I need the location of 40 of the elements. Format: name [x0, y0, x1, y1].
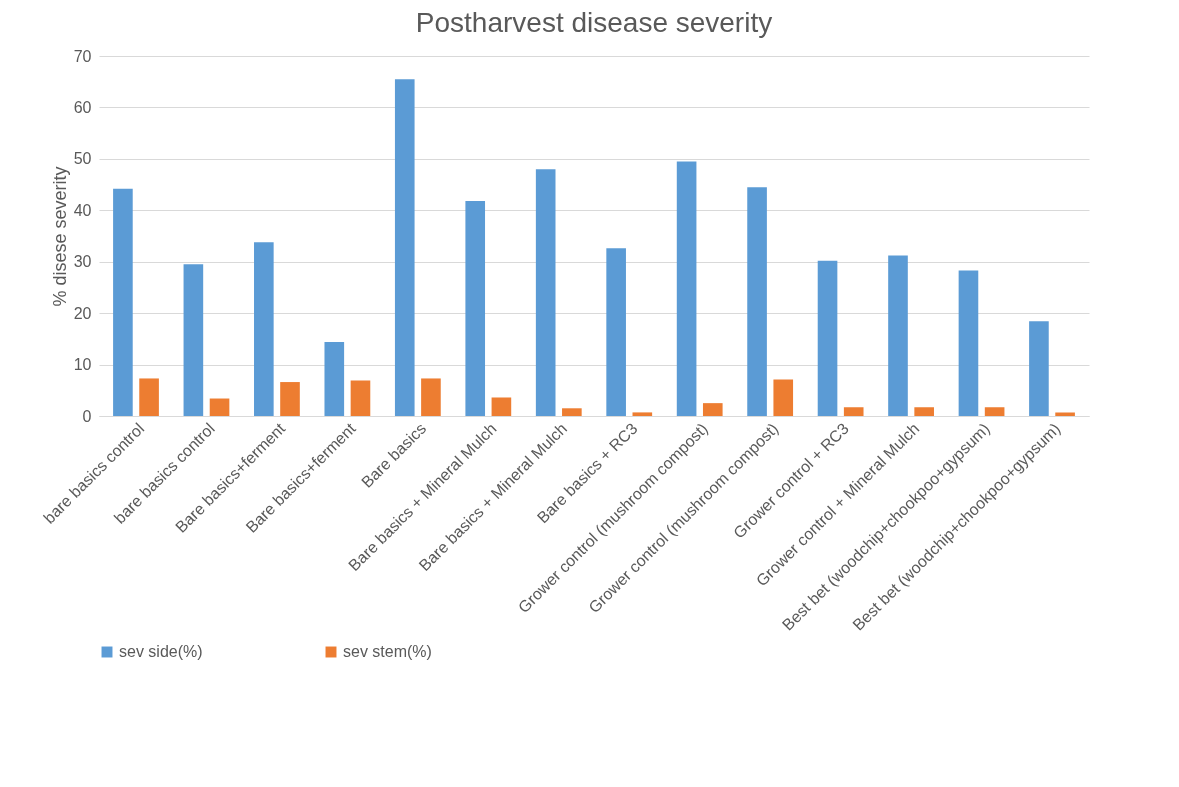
bar	[632, 412, 653, 416]
bar	[817, 260, 838, 416]
bar	[209, 398, 230, 416]
y-tick-label: 60	[73, 98, 92, 116]
y-tick-label: 40	[73, 201, 92, 219]
bar	[183, 264, 204, 416]
bar	[562, 408, 582, 416]
bar	[394, 79, 415, 416]
chart-title: Postharvest disease severity	[415, 7, 773, 38]
bar	[676, 161, 697, 416]
bar	[747, 187, 767, 416]
y-tick-label: 20	[73, 304, 92, 322]
y-tick-label: 30	[73, 253, 92, 271]
y-tick-label: 0	[82, 407, 92, 425]
bar	[465, 201, 486, 416]
y-tick-label: 70	[73, 47, 92, 65]
bar	[958, 270, 979, 416]
bar	[139, 378, 159, 416]
bar	[421, 378, 441, 416]
bar	[491, 397, 512, 416]
bar	[888, 255, 908, 416]
bar	[773, 379, 794, 416]
bar	[914, 407, 934, 416]
bar	[535, 169, 556, 416]
bar	[350, 380, 371, 416]
bar	[280, 382, 300, 416]
bar	[113, 188, 133, 416]
bar	[984, 407, 1005, 416]
legend-label: sev stem(%)	[343, 643, 432, 660]
y-axis-title: % disese severity	[49, 166, 70, 307]
bar	[1055, 412, 1075, 416]
bar	[324, 341, 345, 416]
bar	[254, 242, 274, 416]
legend-label: sev side(%)	[119, 643, 203, 660]
y-tick-label: 10	[73, 356, 92, 374]
bar	[1029, 321, 1049, 416]
y-tick-label: 50	[73, 150, 92, 168]
bar	[843, 407, 864, 416]
bar	[606, 248, 626, 416]
bar	[702, 403, 723, 416]
